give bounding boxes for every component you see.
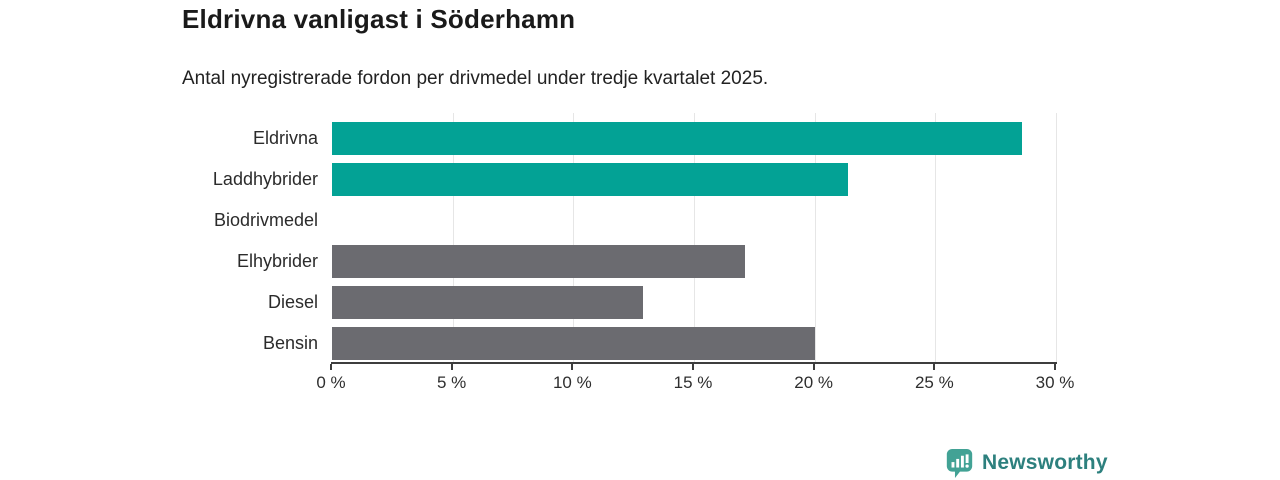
bar-chart-speech-bubble-icon (946, 448, 973, 478)
x-tick-label: 25 % (914, 373, 954, 392)
x-tick (1054, 364, 1056, 370)
chart-subtitle: Antal nyregistrerade fordon per drivmede… (182, 68, 769, 89)
brand-logo: Newsworthy (945, 448, 1108, 478)
bar-eldrivna (332, 122, 1023, 155)
x-tick-label: 5 % (437, 373, 467, 392)
x-tick (933, 364, 936, 370)
x-tick (450, 364, 453, 370)
x-tick-label: 20 % (794, 373, 834, 392)
x-tick (692, 364, 694, 370)
category-label: Eldrivna (252, 128, 318, 148)
x-tick-label: 15 % (673, 373, 713, 392)
x-tick-label: 30 % (1035, 373, 1075, 392)
category-label: Elhybrider (236, 251, 318, 271)
category-label: Biodrivmedel (213, 210, 318, 230)
gridline (935, 113, 937, 363)
category-axis: Eldrivna Laddhybrider Biodrivmedel Elhybrid… (0, 113, 318, 363)
gridline (694, 113, 695, 363)
chart-title: Eldrivna vanligast i Söderhamn (182, 4, 576, 34)
x-tick-label: 10 % (552, 373, 592, 392)
gridline (814, 113, 816, 363)
category-label: Laddhybrider (212, 169, 318, 189)
category-label: Diesel (267, 292, 318, 312)
bar-elhybrider (332, 245, 745, 278)
x-tick (812, 364, 815, 370)
x-tick-label: 0 % (316, 373, 346, 392)
x-axis-line (331, 362, 1057, 364)
gridline (1056, 113, 1057, 363)
category-label: Bensin (262, 333, 318, 353)
brand-name: Newsworthy (982, 451, 1108, 474)
x-tick (571, 364, 574, 370)
bar-laddhybrider (332, 163, 849, 196)
bar-diesel (332, 286, 644, 319)
plot-area (332, 113, 1057, 363)
gridline (573, 113, 575, 363)
x-tick (330, 364, 332, 370)
gridline (452, 113, 454, 363)
bar-bensin (332, 327, 815, 360)
